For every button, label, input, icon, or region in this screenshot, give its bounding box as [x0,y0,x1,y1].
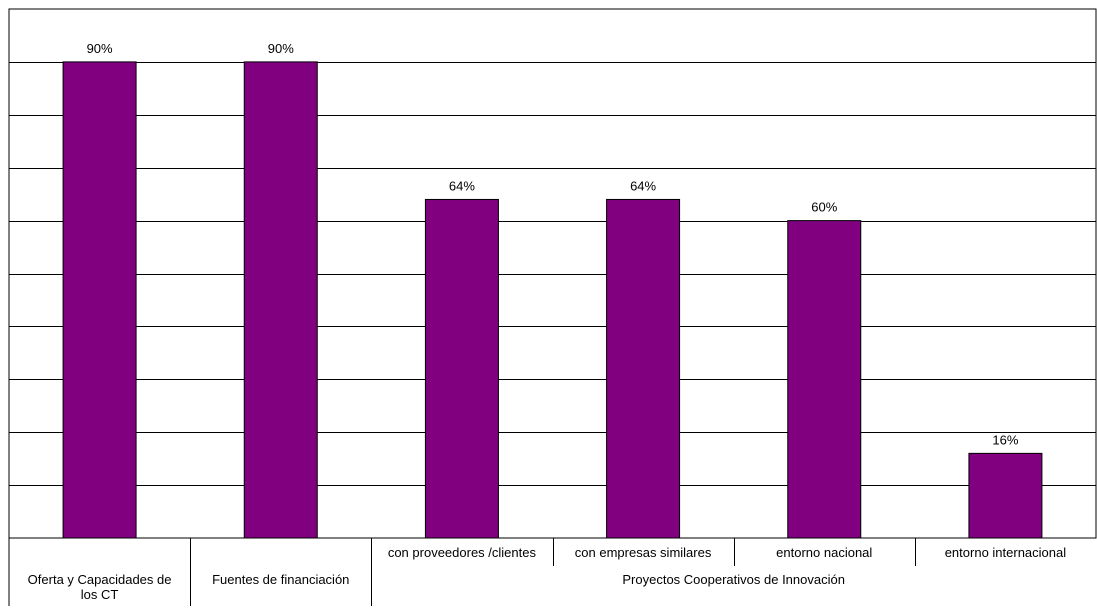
data-label-3: 64% [449,178,475,193]
bar-5 [787,220,862,539]
bar-2 [243,61,318,539]
category-label-2: Fuentes de financiación [212,572,349,587]
bar-1 [62,61,137,539]
bar-3 [424,198,499,539]
plot-area [8,8,1097,539]
category-label-5: entorno nacional [776,545,872,560]
data-label-2: 90% [268,41,294,56]
category-label-3: con proveedores /clientes [388,545,537,560]
bar-6 [968,452,1043,539]
group-label: Proyectos Cooperativos de Innovación [622,572,845,587]
data-label-6: 16% [992,432,1018,447]
category-label-1: Oferta y Capacidades de los CT [28,572,172,602]
data-label-1: 90% [87,41,113,56]
category-label-4: con empresas similares [575,545,712,560]
bar-4 [606,198,681,539]
category-label-6: entorno internacional [945,545,1067,560]
data-label-4: 64% [630,178,656,193]
data-label-5: 60% [811,200,837,215]
